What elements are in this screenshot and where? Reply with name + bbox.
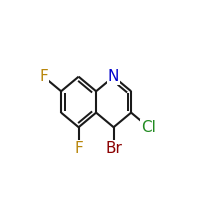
Text: Br: Br: [105, 141, 122, 156]
Text: F: F: [74, 141, 83, 156]
Text: Cl: Cl: [141, 120, 156, 135]
Text: F: F: [39, 69, 48, 84]
Text: N: N: [108, 69, 119, 84]
